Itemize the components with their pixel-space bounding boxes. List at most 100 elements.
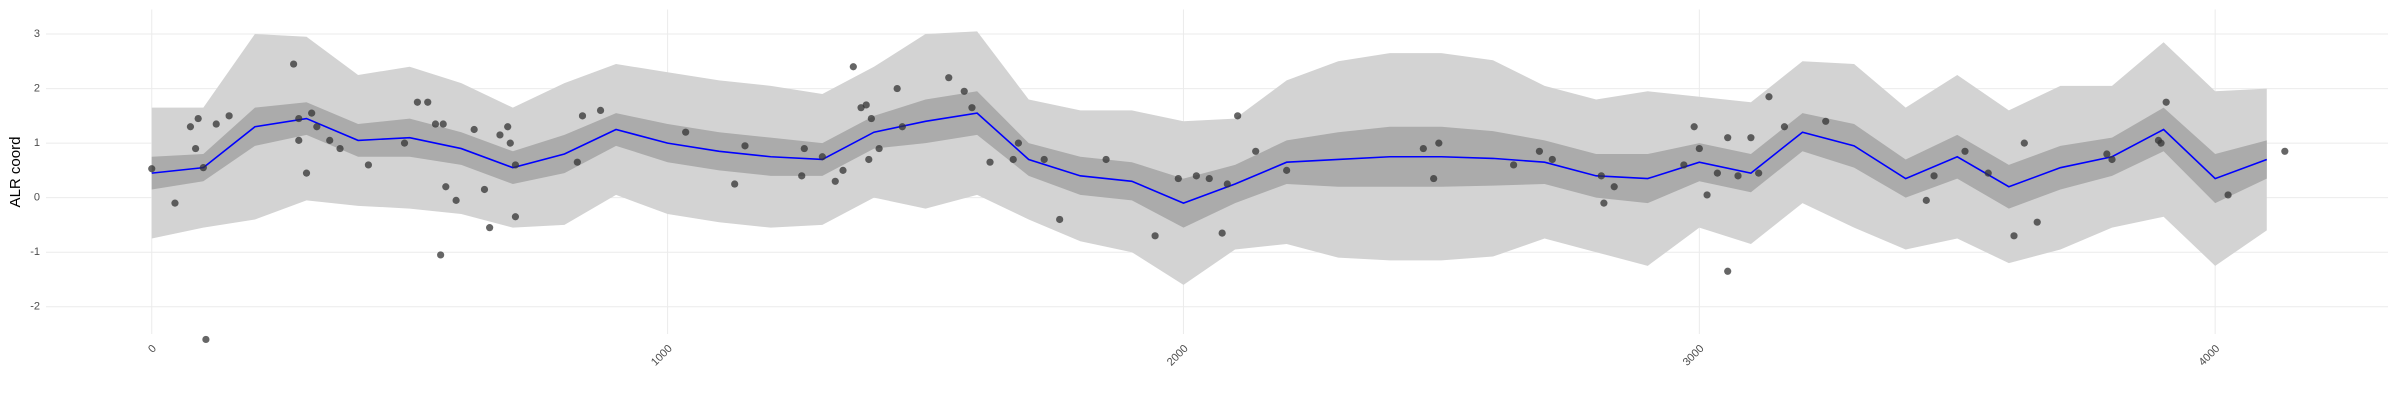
data-point [199, 164, 207, 172]
data-point [1192, 172, 1200, 180]
data-point [1984, 169, 1992, 177]
data-point [1747, 134, 1755, 142]
data-point [1174, 174, 1182, 183]
data-point [1252, 147, 1260, 155]
data-point [439, 120, 447, 128]
x-tick-label: 2000 [1165, 343, 1191, 369]
x-tick-label: 3000 [1681, 343, 1707, 369]
data-point [308, 109, 316, 117]
data-point [986, 158, 994, 166]
data-point [800, 144, 808, 153]
confidence-band [151, 91, 2267, 228]
data-point [1780, 123, 1789, 131]
data-point [1961, 147, 1969, 155]
y-axis-label: ALR coord [7, 137, 24, 208]
data-point [506, 139, 514, 147]
y-tick-label: 0 [34, 192, 40, 204]
data-point [194, 114, 202, 123]
data-point [1419, 144, 1427, 153]
data-point [1014, 139, 1022, 147]
data-point [1218, 229, 1226, 237]
data-point [1548, 155, 1556, 164]
data-point [682, 128, 690, 136]
data-point [893, 84, 901, 93]
y-tick-label: -2 [30, 301, 40, 313]
data-point [486, 224, 494, 232]
data-point [470, 125, 478, 134]
data-point [290, 60, 298, 68]
data-point [1695, 144, 1703, 153]
data-point [496, 131, 504, 139]
data-point [1597, 172, 1605, 180]
data-point [865, 155, 873, 164]
data-point [945, 74, 953, 82]
confidence-band [151, 31, 2267, 285]
data-point [1435, 139, 1443, 147]
data-point [2224, 191, 2232, 199]
data-point [511, 213, 520, 221]
data-point [2162, 98, 2170, 106]
y-tick-label: -1 [30, 246, 40, 258]
data-point [1151, 232, 1159, 240]
data-point [2157, 139, 2165, 147]
data-point [1205, 174, 1213, 183]
data-point [1610, 183, 1618, 191]
data-point [364, 161, 373, 169]
data-point [1755, 169, 1763, 177]
data-point [1600, 199, 1608, 207]
data-point [313, 123, 321, 131]
data-point [2010, 232, 2018, 240]
data-point [1734, 172, 1742, 180]
data-point [1930, 172, 1938, 180]
data-point [578, 112, 587, 120]
data-point [1009, 155, 1017, 164]
data-point [1535, 147, 1544, 155]
x-tick-label: 4000 [2197, 343, 2223, 369]
data-point [798, 172, 806, 180]
y-tick-label: 2 [34, 82, 40, 94]
x-tick-label: 1000 [649, 343, 675, 369]
data-point [171, 199, 179, 207]
data-point [741, 142, 749, 150]
data-point [1703, 191, 1711, 199]
data-point [1724, 134, 1732, 142]
data-point [849, 63, 857, 71]
data-point [225, 112, 233, 120]
data-point [831, 177, 839, 185]
data-point [400, 139, 409, 147]
data-point [818, 153, 826, 161]
data-point [1056, 215, 1064, 224]
data-point [596, 106, 605, 114]
data-point [1223, 180, 1231, 188]
data-point [968, 104, 976, 112]
y-tick-label: 3 [34, 28, 40, 40]
mean-line [151, 112, 2268, 204]
data-point [437, 251, 445, 259]
data-point [2108, 155, 2116, 164]
data-point [1430, 174, 1438, 183]
data-point [480, 185, 489, 194]
x-tick-label: 0 [146, 343, 159, 356]
data-point [573, 158, 581, 166]
data-point [1283, 166, 1291, 174]
data-point [1822, 117, 1830, 125]
data-point [2020, 139, 2028, 147]
data-point [295, 136, 303, 144]
data-point [295, 114, 303, 123]
data-point [1680, 161, 1688, 169]
y-tick-label: 1 [34, 137, 40, 149]
data-point [452, 196, 460, 204]
data-point [202, 335, 210, 344]
data-point [431, 120, 440, 128]
data-point [1510, 161, 1518, 169]
data-point [1234, 112, 1242, 120]
data-point [191, 144, 200, 153]
data-point [867, 114, 875, 123]
data-point [442, 183, 450, 191]
data-point [413, 98, 422, 106]
data-point [2103, 150, 2111, 158]
data-point [148, 165, 156, 173]
data-point [511, 161, 520, 169]
